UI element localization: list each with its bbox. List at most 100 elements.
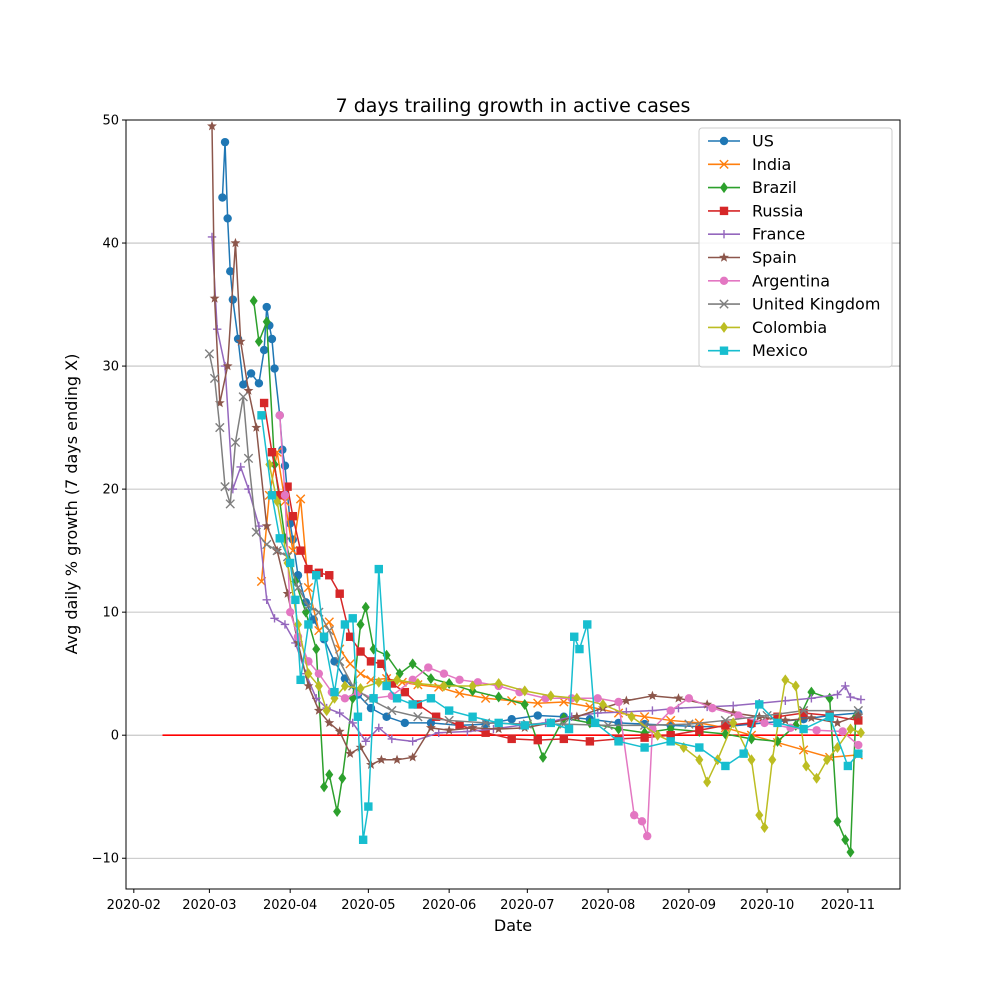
point-argentina [812, 726, 821, 735]
point-france [348, 718, 357, 728]
point-spain [334, 726, 345, 736]
legend-label: US [752, 132, 774, 151]
point-argentina [280, 491, 290, 500]
point-spain [493, 723, 504, 734]
point-argentina [760, 718, 769, 728]
point-mexico [369, 694, 378, 703]
point-spain [853, 710, 864, 720]
point-mexico [590, 718, 600, 728]
point-spain [355, 742, 366, 752]
point-mexico [739, 749, 748, 758]
legend-label: Brazil [752, 178, 797, 197]
legend-item-spain: Spain [708, 248, 797, 267]
point-united-kingdom [262, 539, 272, 550]
legend-label: Spain [752, 248, 797, 267]
point-brazil [312, 643, 321, 655]
point-mexico [275, 534, 284, 543]
point-us [507, 715, 516, 724]
point-argentina [629, 810, 639, 820]
point-colombia [695, 754, 704, 766]
point-colombia [791, 680, 800, 692]
legend-swatch-marker [719, 276, 729, 285]
point-colombia [781, 674, 790, 686]
point-argentina [455, 675, 464, 685]
point-brazil [807, 686, 816, 698]
point-us [246, 369, 256, 378]
point-united-kingdom [272, 545, 282, 556]
point-colombia [546, 690, 555, 702]
point-argentina [285, 607, 295, 617]
point-france [207, 232, 217, 242]
point-us [262, 302, 271, 312]
series-line-united-kingdom [208, 353, 859, 727]
x-tick-label: 2020-07 [500, 898, 554, 913]
point-russia [640, 733, 649, 742]
series-layer [204, 120, 866, 858]
point-colombia [627, 711, 636, 723]
point-brazil [846, 846, 855, 858]
point-france [213, 324, 222, 334]
point-mexico [319, 632, 329, 641]
point-us [267, 334, 277, 344]
y-tick-label: 20 [102, 483, 119, 498]
point-argentina [734, 711, 743, 720]
point-colombia [812, 772, 821, 784]
point-india [559, 697, 569, 707]
point-spain [571, 711, 582, 721]
point-colombia [356, 682, 365, 694]
point-spain [261, 520, 272, 531]
point-mexico [348, 614, 357, 623]
point-spain [832, 717, 843, 728]
point-russia [507, 734, 516, 744]
point-mexico [426, 694, 436, 703]
point-france [270, 614, 279, 623]
point-mexico [640, 743, 649, 752]
point-united-kingdom [798, 705, 809, 716]
point-colombia [439, 680, 448, 692]
point-russia [296, 546, 305, 555]
point-argentina [684, 694, 694, 703]
x-tick-label: 2020-04 [263, 898, 317, 913]
point-russia [335, 589, 344, 598]
point-united-kingdom [720, 715, 731, 726]
x-tick-label: 2020-08 [581, 898, 635, 913]
point-spain [392, 754, 402, 765]
x-tick-label: 2020-11 [821, 898, 875, 913]
point-us [259, 345, 269, 355]
point-spain [806, 712, 817, 723]
point-colombia [340, 680, 349, 692]
y-tick-label: 0 [111, 729, 119, 744]
point-argentina [593, 694, 602, 703]
legend-item-france: France [708, 225, 805, 244]
point-brazil [408, 658, 417, 670]
point-mexico [257, 411, 266, 420]
point-colombia [598, 698, 607, 710]
point-india [665, 715, 676, 726]
point-france [841, 681, 850, 691]
point-argentina [838, 727, 847, 736]
point-russia [799, 708, 808, 718]
legend-item-mexico: Mexico [708, 341, 808, 360]
point-russia [773, 712, 782, 721]
point-brazil [614, 723, 623, 735]
point-brazil [538, 751, 547, 763]
point-france [280, 620, 290, 629]
y-axis-label: Avg daily % growth (7 days ending X) [62, 354, 81, 655]
point-brazil [254, 335, 263, 347]
point-united-kingdom [413, 712, 423, 722]
point-mexico [575, 644, 584, 654]
point-united-kingdom [230, 437, 241, 448]
point-france [262, 595, 271, 605]
point-mexico [583, 620, 592, 629]
point-argentina [439, 669, 449, 678]
series-india [256, 447, 863, 763]
point-mexico [374, 564, 383, 574]
point-mexico [267, 491, 277, 500]
point-us [226, 267, 235, 276]
point-russia [325, 571, 334, 580]
point-spain [780, 715, 791, 725]
point-colombia [374, 676, 383, 688]
legend-item-russia: Russia [708, 201, 803, 220]
point-argentina [643, 831, 652, 841]
point-spain [209, 293, 220, 303]
